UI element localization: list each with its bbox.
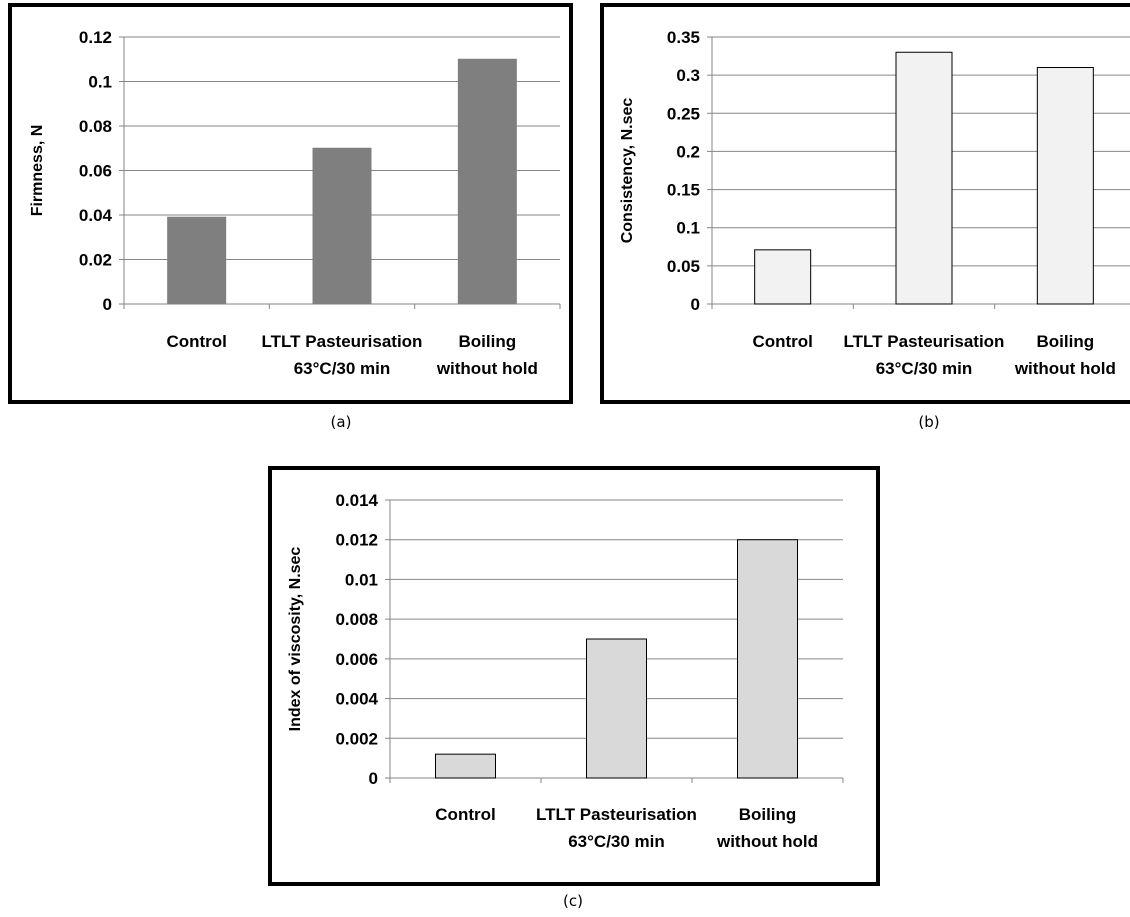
y-tick-label: 0.3: [676, 66, 700, 85]
bar-1: [895, 51, 953, 305]
x-category-label: without hold: [436, 359, 538, 378]
y-tick-label: 0.002: [335, 729, 378, 748]
y-axis-label: Firmness, N: [29, 125, 46, 217]
y-tick-label: 0.04: [79, 206, 113, 225]
y-tick-label: 0: [369, 769, 378, 788]
bar-1: [586, 638, 647, 779]
y-tick-label: 0.06: [79, 162, 112, 181]
y-tick-label: 0.008: [335, 610, 378, 629]
x-category-label: 63°C/30 min: [568, 832, 665, 851]
y-tick-label: 0.006: [335, 650, 378, 669]
caption-c: (c): [563, 892, 583, 910]
x-category-label: 63°C/30 min: [876, 359, 973, 378]
x-category-label: Boiling: [459, 332, 517, 351]
x-category-label: Boiling: [739, 805, 797, 824]
y-tick-label: 0.15: [667, 181, 700, 200]
y-axis-label: Index of viscosity, N.sec: [287, 547, 304, 732]
x-category-label: LTLT Pasteurisation: [262, 332, 423, 351]
y-tick-label: 0.08: [79, 117, 112, 136]
x-category-label: Boiling: [1037, 332, 1095, 351]
bar-0: [167, 216, 227, 305]
y-axis-label: Consistency, N.sec: [619, 98, 636, 244]
y-tick-label: 0.004: [335, 690, 378, 709]
bar-0: [754, 249, 812, 305]
x-category-label: LTLT Pasteurisation: [536, 805, 697, 824]
bar-2: [457, 58, 517, 305]
consistency-chart: 0 0.05 0.1 0.15 0.2 0.25 0.3 0.35 Control LTLT Pa…: [619, 28, 1130, 378]
y-tick-label: 0.02: [79, 251, 112, 270]
viscosity-chart: 0 0.002 0.004 0.006 0.008 0.01 0.012 0.014 Contr…: [287, 491, 844, 851]
x-category-label: without hold: [716, 832, 818, 851]
bar-1: [312, 147, 372, 305]
x-category-label: LTLT Pasteurisation: [844, 332, 1005, 351]
x-category-label: without hold: [1014, 359, 1116, 378]
chart-panel-c: 0 0.002 0.004 0.006 0.008 0.01 0.012 0.014 Contr…: [268, 466, 880, 886]
y-tick-label: 0.35: [667, 28, 700, 47]
y-tick-label: 0: [691, 295, 700, 314]
x-category-label: Control: [166, 332, 226, 351]
chart-panel-a: 0 0.02 0.04 0.06 0.08 0.1 0.12 Control LTLT Past…: [8, 3, 573, 404]
y-tick-label: 0.01: [345, 570, 378, 589]
x-category-label: Control: [752, 332, 812, 351]
bar-2: [737, 539, 798, 779]
y-tick-label: 0: [103, 295, 112, 314]
y-tick-label: 0.1: [676, 219, 700, 238]
x-category-label: Control: [435, 805, 495, 824]
firmness-chart: 0 0.02 0.04 0.06 0.08 0.1 0.12 Control LTLT Past…: [29, 28, 561, 378]
bar-2: [1036, 67, 1094, 305]
caption-a: (a): [330, 413, 352, 431]
y-tick-label: 0.2: [676, 142, 700, 161]
y-tick-label: 0.012: [335, 531, 378, 550]
chart-panel-b: 0 0.05 0.1 0.15 0.2 0.25 0.3 0.35 Control LTLT Pa…: [600, 3, 1130, 404]
caption-b: (b): [918, 413, 940, 431]
x-category-label: 63°C/30 min: [294, 359, 391, 378]
y-tick-label: 0.12: [79, 28, 112, 47]
y-tick-label: 0.05: [667, 257, 700, 276]
bar-0: [435, 753, 496, 779]
y-tick-label: 0.014: [335, 491, 378, 510]
y-tick-label: 0.1: [88, 73, 112, 92]
y-tick-label: 0.25: [667, 104, 700, 123]
